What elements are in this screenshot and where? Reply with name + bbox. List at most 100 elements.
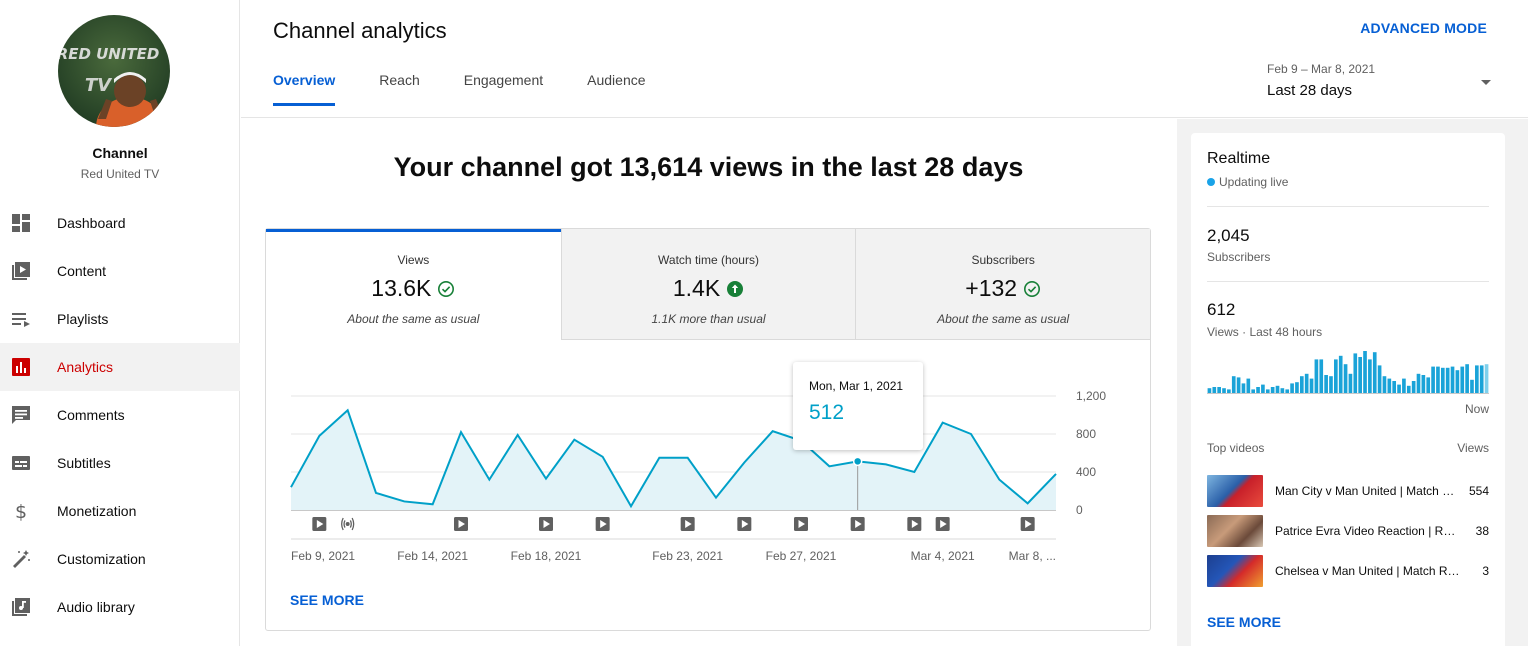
- sparkline-bar: [1426, 377, 1431, 393]
- sparkline-bar: [1455, 370, 1460, 393]
- sidebar-item-customization[interactable]: Customization: [0, 535, 240, 583]
- video-marker-icon[interactable]: [1020, 517, 1035, 531]
- sidebar-item-analytics[interactable]: Analytics: [0, 343, 240, 391]
- sparkline-bar: [1411, 381, 1416, 393]
- video-marker-icon[interactable]: [737, 517, 752, 531]
- sparkline-bar: [1329, 376, 1333, 393]
- chart-tooltip: Mon, Mar 1, 2021 512: [793, 362, 923, 450]
- video-views: 3: [1482, 564, 1489, 578]
- views-chart[interactable]: 1,200 800 400 0 Feb 9, 2021 Feb 14, 2021 Feb 1…: [266, 340, 1150, 570]
- sparkline-bar: [1372, 352, 1377, 393]
- metric-title: Subscribers: [971, 253, 1035, 267]
- sidebar-item-label: Audio library: [57, 599, 135, 615]
- analytics-icon: [10, 356, 32, 378]
- tab-reach[interactable]: Reach: [379, 72, 420, 88]
- video-marker-icon[interactable]: [312, 517, 327, 531]
- top-video-row[interactable]: Patrice Evra Video Reaction | Red United…: [1207, 515, 1489, 547]
- overview-card: Views 13.6K About the same as usual Watc…: [265, 228, 1151, 631]
- top-videos-label: Top videos: [1207, 441, 1265, 455]
- tab-engagement[interactable]: Engagement: [463, 72, 544, 88]
- sparkline-bar: [1261, 384, 1265, 393]
- dropdown-caret-icon: [1481, 80, 1491, 85]
- subtitles-icon: [10, 452, 32, 474]
- sparkline-bar: [1368, 359, 1372, 393]
- metric-value-row: 1.4K: [562, 275, 856, 302]
- channel-avatar[interactable]: RED UNITED TV: [58, 15, 170, 127]
- sparkline-bar: [1295, 382, 1299, 393]
- sparkline-bar: [1314, 359, 1319, 393]
- tab-audience[interactable]: Audience: [587, 72, 646, 88]
- realtime-subscribers-count: 2,045: [1207, 226, 1250, 245]
- sparkline-bar: [1256, 387, 1260, 393]
- x-tick-label: Mar 8, ...: [1009, 549, 1056, 563]
- tab-overview[interactable]: Overview: [273, 72, 336, 106]
- sidebar-item-label: Customization: [57, 551, 146, 567]
- live-stream-marker-icon[interactable]: [341, 517, 355, 531]
- sparkline-bar: [1285, 389, 1290, 393]
- tooltip-value: 512: [809, 401, 845, 424]
- content-icon: [10, 260, 32, 282]
- sparkline-bar: [1309, 378, 1314, 393]
- sparkline-bar: [1358, 357, 1362, 393]
- video-title: Chelsea v Man United | Match Reaction: [1275, 564, 1460, 578]
- video-marker-icon[interactable]: [454, 517, 468, 531]
- y-tick-label: 0: [1076, 503, 1083, 517]
- realtime-subscribers-label: Subscribers: [1207, 250, 1271, 264]
- advanced-mode-button[interactable]: ADVANCED MODE: [1360, 20, 1487, 36]
- sidebar-item-comments[interactable]: Comments: [0, 391, 240, 439]
- y-tick-label: 800: [1076, 427, 1096, 441]
- metric-tab-views[interactable]: Views 13.6K About the same as usual: [266, 229, 561, 340]
- sparkline-bar: [1465, 364, 1469, 393]
- metric-value-row: +132: [856, 275, 1150, 302]
- sidebar-item-playlists[interactable]: Playlists: [0, 295, 240, 343]
- sparkline-bar: [1363, 351, 1367, 393]
- sparkline-bar: [1421, 375, 1426, 393]
- views-chart-svg: 1,200 800 400 0 Feb 9, 2021 Feb 14, 2021 Feb 1…: [290, 389, 1106, 563]
- sidebar-item-label: Dashboard: [57, 215, 126, 231]
- video-marker-icon[interactable]: [680, 517, 695, 531]
- top-video-row[interactable]: Man City v Man United | Match Reaction 5…: [1207, 475, 1489, 507]
- check-circle-icon: [1023, 280, 1041, 298]
- see-more-button[interactable]: SEE MORE: [290, 592, 364, 608]
- sparkline-bar: [1445, 367, 1450, 393]
- sparkline-bar: [1353, 353, 1358, 393]
- sidebar-item-subtitles[interactable]: Subtitles: [0, 439, 240, 487]
- sidebar-item-label: Playlists: [57, 311, 109, 327]
- metric-tab-subscribers[interactable]: Subscribers +132 About the same as usual: [855, 229, 1151, 340]
- magic-wand-icon: [10, 548, 32, 570]
- sparkline-bar: [1324, 375, 1328, 393]
- video-marker-icon[interactable]: [539, 517, 553, 531]
- page-title: Channel analytics: [273, 18, 447, 43]
- sparkline-bar: [1280, 388, 1285, 393]
- sparkline-bar: [1382, 376, 1387, 393]
- video-thumbnail: [1207, 475, 1263, 507]
- x-tick-label: Feb 9, 2021: [291, 549, 355, 563]
- top-video-row[interactable]: Chelsea v Man United | Match Reaction 3: [1207, 555, 1489, 587]
- comments-icon: [10, 404, 32, 426]
- sparkline-bar: [1470, 379, 1474, 393]
- divider: [1207, 281, 1489, 282]
- main-content: Your channel got 13,614 views in the las…: [241, 119, 1176, 646]
- metric-tab-watch-time[interactable]: Watch time (hours) 1.4K 1.1K more than u…: [560, 229, 856, 340]
- x-tick-label: Feb 23, 2021: [652, 549, 723, 563]
- realtime-see-more-button[interactable]: SEE MORE: [1207, 614, 1281, 630]
- sparkline-bar: [1484, 364, 1489, 393]
- metric-title: Views: [397, 253, 430, 267]
- video-marker-icon[interactable]: [850, 517, 865, 531]
- check-circle-icon: [437, 280, 455, 298]
- realtime-views-sparkline[interactable]: [1207, 351, 1489, 395]
- tab-bar: Overview Reach Engagement Audience: [273, 72, 690, 106]
- sparkline-bar: [1231, 376, 1236, 393]
- sidebar-item-content[interactable]: Content: [0, 247, 240, 295]
- date-range-dropdown[interactable]: Feb 9 – Mar 8, 2021 Last 28 days: [1267, 62, 1497, 99]
- video-marker-icon[interactable]: [935, 517, 950, 531]
- sparkline-bar: [1299, 376, 1304, 393]
- sparkline-bar: [1236, 377, 1241, 393]
- sidebar-item-monetization[interactable]: $ Monetization: [0, 487, 240, 535]
- video-marker-icon[interactable]: [907, 517, 922, 531]
- video-marker-icon[interactable]: [794, 517, 808, 531]
- sidebar-item-dashboard[interactable]: Dashboard: [0, 199, 240, 247]
- video-marker-icon[interactable]: [595, 517, 610, 531]
- sidebar-item-audio-library[interactable]: Audio library: [0, 583, 240, 631]
- sparkline-bar: [1265, 389, 1270, 393]
